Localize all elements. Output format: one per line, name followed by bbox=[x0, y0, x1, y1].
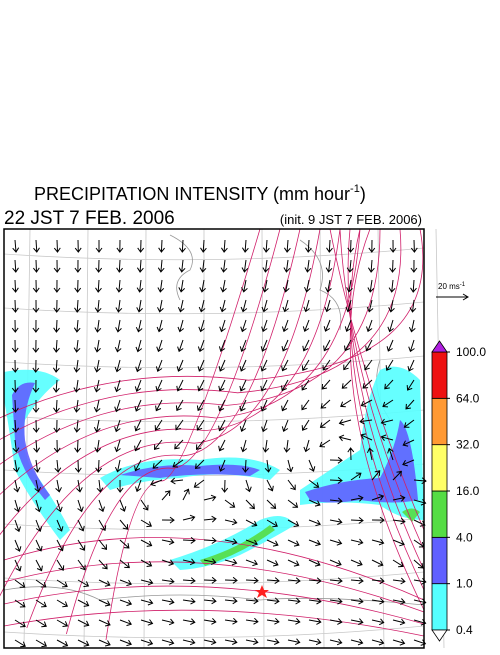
location-star bbox=[255, 585, 269, 598]
precipitation-area bbox=[12, 382, 50, 500]
colorbar-segment bbox=[431, 536, 448, 585]
precipitation-area bbox=[305, 420, 418, 503]
colorbar-segment bbox=[431, 351, 448, 399]
colorbar-over bbox=[431, 340, 448, 353]
colorbar-label: 100.0 bbox=[456, 345, 486, 359]
coastline bbox=[3, 234, 425, 606]
colorbar-under bbox=[431, 629, 448, 642]
wind-scale-arrow bbox=[436, 293, 469, 301]
wind-scale-label: 20 ms-1 bbox=[438, 282, 466, 291]
wind-scale-text: 20 ms bbox=[438, 282, 460, 291]
title-sup: -1 bbox=[350, 183, 360, 195]
colorbar-label: 1.0 bbox=[456, 577, 473, 591]
colorbar: 0.4 1.0 4.0 16.0 32.0 64.0 100.0 bbox=[431, 340, 486, 642]
colorbar-segment bbox=[431, 397, 448, 446]
title-end: ) bbox=[360, 184, 366, 204]
wind-arrows bbox=[11, 239, 427, 648]
map bbox=[0, 228, 445, 649]
title: PRECIPITATION INTENSITY (mm hour-1) bbox=[34, 183, 366, 204]
wind-scale-sup: -1 bbox=[460, 282, 466, 288]
init-time: (init. 9 JST 7 FEB. 2006) bbox=[280, 212, 422, 227]
colorbar-label: 0.4 bbox=[456, 623, 473, 637]
precipitation-area bbox=[200, 525, 275, 566]
colorbar-segment bbox=[431, 444, 448, 492]
colorbar-label: 16.0 bbox=[456, 484, 480, 498]
title-main: PRECIPITATION INTENSITY (mm hour bbox=[34, 184, 350, 204]
colorbar-segment bbox=[431, 583, 448, 631]
colorbar-segment bbox=[431, 490, 448, 538]
precipitation-area bbox=[402, 508, 420, 522]
colorbar-label: 32.0 bbox=[456, 438, 480, 452]
colorbar-label: 64.0 bbox=[456, 391, 480, 405]
valid-time: 22 JST 7 FEB. 2006 bbox=[4, 208, 175, 229]
map-frame bbox=[3, 228, 425, 649]
colorbar-label: 4.0 bbox=[456, 530, 473, 544]
